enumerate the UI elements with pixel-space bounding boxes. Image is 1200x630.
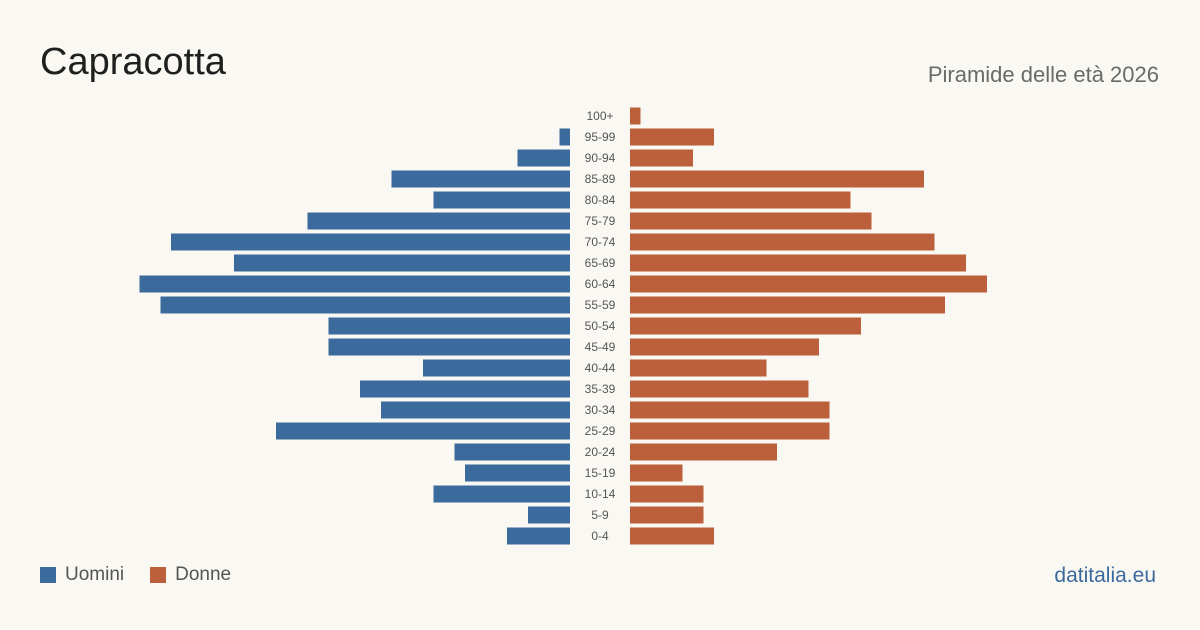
bar-women-55-59 (630, 296, 945, 314)
bar-men-10-14 (433, 485, 570, 503)
brand-link[interactable]: datitalia.eu (1054, 564, 1156, 587)
legend-label-women: Donne (175, 564, 232, 585)
age-label-30-34: 30-34 (585, 403, 616, 417)
bar-men-95-99 (559, 128, 570, 146)
age-label-80-84: 80-84 (585, 193, 616, 207)
age-label-20-24: 20-24 (585, 445, 616, 459)
chart-subtitle: Piramide delle età 2026 (927, 62, 1159, 87)
age-label-75-79: 75-79 (585, 214, 616, 228)
age-label-25-29: 25-29 (585, 424, 616, 438)
age-label-85-89: 85-89 (585, 172, 616, 186)
bar-women-65-69 (630, 254, 966, 272)
bar-women-100plus (630, 107, 641, 125)
bar-women-0-4 (630, 527, 714, 545)
age-label-70-74: 70-74 (585, 235, 616, 249)
bar-women-95-99 (630, 128, 714, 146)
age-label-5-9: 5-9 (591, 508, 609, 522)
bar-men-20-24 (454, 443, 570, 461)
bar-men-75-79 (307, 212, 570, 230)
age-label-90-94: 90-94 (585, 151, 616, 165)
bar-men-45-49 (328, 338, 570, 356)
legend-swatch-men (40, 567, 56, 583)
legend-swatch-women (150, 567, 167, 583)
bar-women-85-89 (630, 170, 924, 188)
age-label-10-14: 10-14 (585, 487, 616, 501)
bar-men-70-74 (171, 233, 570, 251)
age-label-35-39: 35-39 (585, 382, 616, 396)
chart-title: Capracotta (40, 41, 226, 83)
age-label-0-4: 0-4 (591, 529, 609, 543)
bar-women-25-29 (630, 422, 830, 440)
bar-men-85-89 (391, 170, 570, 188)
bar-women-70-74 (630, 233, 935, 251)
legend-item-men: Uomini (40, 564, 124, 586)
bar-women-45-49 (630, 338, 819, 356)
bar-men-65-69 (234, 254, 570, 272)
legend-item-women: Donne (150, 564, 231, 586)
bar-women-15-19 (630, 464, 683, 482)
bar-women-35-39 (630, 380, 809, 398)
bar-men-55-59 (160, 296, 570, 314)
age-label-40-44: 40-44 (585, 361, 616, 375)
bar-women-75-79 (630, 212, 872, 230)
bar-women-80-84 (630, 191, 851, 209)
age-label-55-59: 55-59 (585, 298, 616, 312)
bar-women-5-9 (630, 506, 704, 524)
bar-men-25-29 (276, 422, 570, 440)
bar-men-0-4 (507, 527, 570, 545)
bar-men-15-19 (465, 464, 570, 482)
bar-men-30-34 (381, 401, 570, 419)
bar-men-80-84 (433, 191, 570, 209)
age-label-50-54: 50-54 (585, 319, 616, 333)
bar-women-50-54 (630, 317, 861, 335)
bar-men-50-54 (328, 317, 570, 335)
age-label-100plus: 100+ (586, 109, 613, 123)
legend: Uomini Donne (40, 564, 257, 586)
age-label-45-49: 45-49 (585, 340, 616, 354)
age-label-60-64: 60-64 (585, 277, 616, 291)
bar-women-40-44 (630, 359, 767, 377)
bar-women-30-34 (630, 401, 830, 419)
bar-men-40-44 (423, 359, 570, 377)
age-label-15-19: 15-19 (585, 466, 616, 480)
bar-women-90-94 (630, 149, 693, 167)
legend-label-men: Uomini (65, 564, 125, 585)
age-label-65-69: 65-69 (585, 256, 616, 270)
bar-women-60-64 (630, 275, 987, 293)
bar-women-10-14 (630, 485, 704, 503)
age-label-95-99: 95-99 (585, 130, 616, 144)
bar-women-20-24 (630, 443, 777, 461)
bar-men-35-39 (360, 380, 570, 398)
bar-men-90-94 (517, 149, 570, 167)
bar-men-60-64 (139, 275, 570, 293)
bar-men-5-9 (528, 506, 570, 524)
